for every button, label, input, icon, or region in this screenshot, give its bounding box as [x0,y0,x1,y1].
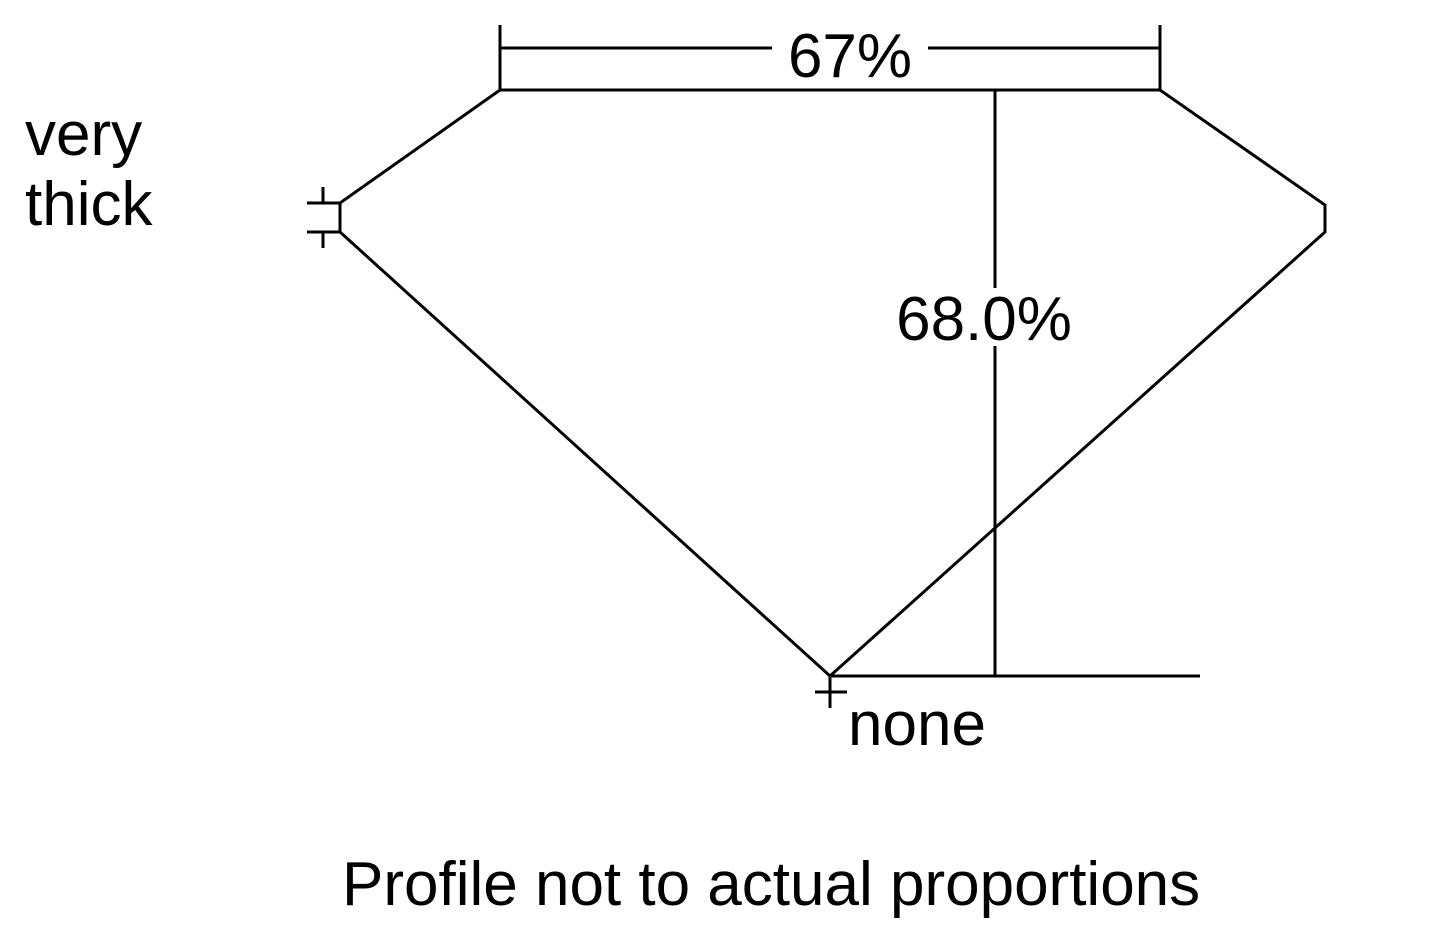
culet-label: none [848,690,986,759]
table-percent-label: 67% [788,22,912,91]
depth-percent-label: 68.0% [896,285,1072,354]
gem-outline [338,88,1327,679]
girdle-label-line2: thick [25,170,153,239]
caption: Profile not to actual proportions [342,850,1200,919]
girdle-label-line1: very [25,100,142,169]
